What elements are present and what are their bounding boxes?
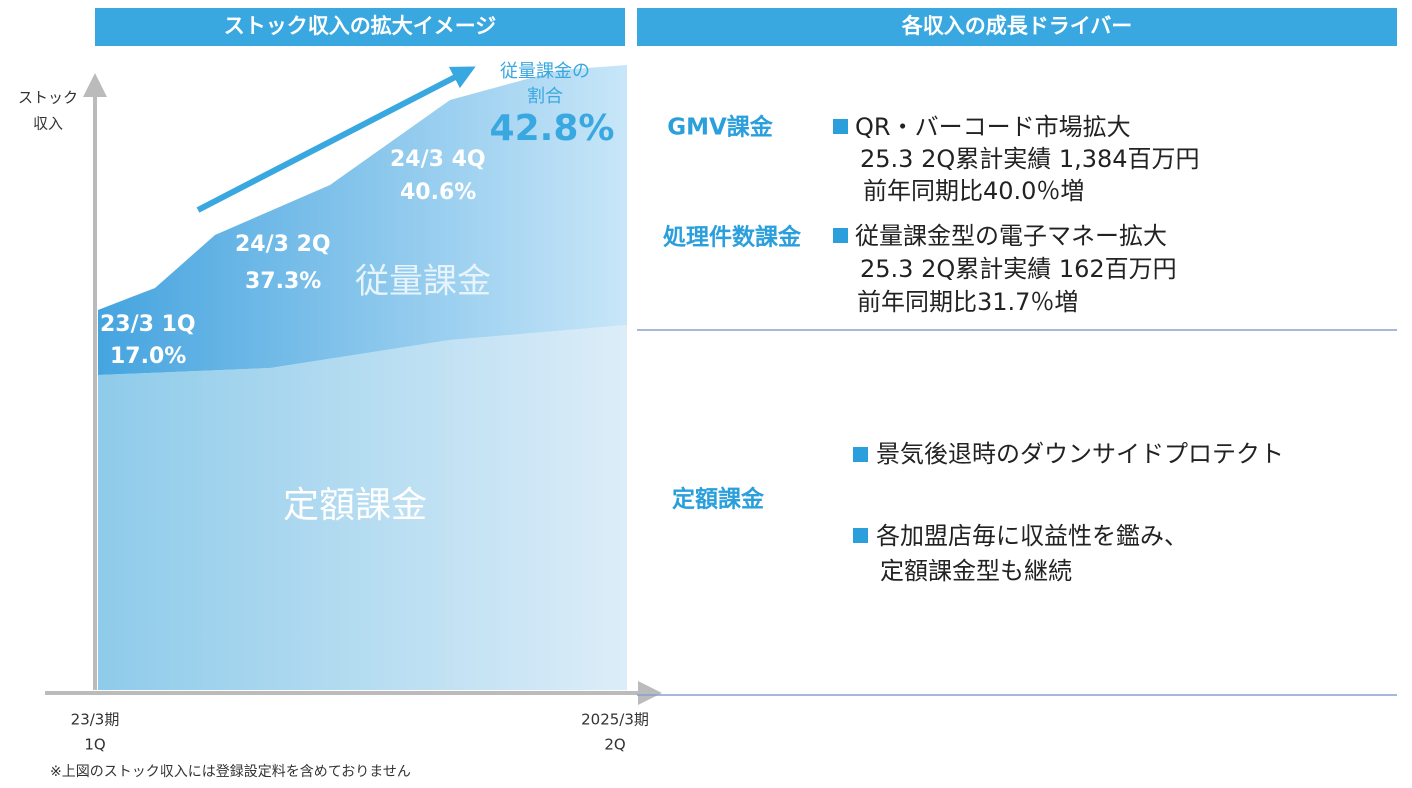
left-header [95, 8, 625, 46]
group-name: 処理件数課金 [663, 224, 802, 251]
bullet-text: 景気後退時のダウンサイドプロテクト [876, 440, 1284, 468]
bullet [853, 447, 868, 462]
callout-value: 42.8% [490, 108, 615, 149]
x-end-label: 2025/3期 [581, 711, 649, 729]
bullet [833, 228, 848, 243]
x-start-label: 1Q [84, 736, 105, 754]
group-name: GMV課金 [667, 114, 774, 141]
right-title: 各収入の成長ドライバー [901, 14, 1133, 38]
bullet-text: 25.3 2Q累計実績 162百万円 [860, 255, 1177, 283]
point-share: 40.6% [400, 180, 476, 205]
bullet-text: 各加盟店毎に収益性を鑑み、 [876, 522, 1188, 550]
bullet-text: 前年同期比40.0％増 [863, 177, 1084, 205]
callout-line: 割合 [527, 86, 563, 107]
left-title: ストック収入の拡大イメージ [224, 14, 497, 38]
bullet-text: QR・バーコード市場拡大 [855, 113, 1131, 141]
growth-arrow [196, 66, 476, 213]
group-name: 定額課金 [672, 486, 765, 513]
point-share: 17.0% [110, 344, 186, 369]
bullet-text: 前年同期比31.7％増 [857, 288, 1078, 316]
x-end-label: 2Q [604, 736, 625, 754]
bullet-text: 定額課金型も継続 [880, 557, 1072, 585]
y-axis-label: ストック [18, 89, 78, 107]
usage-area [98, 65, 627, 375]
bullet [853, 528, 868, 543]
y-axis-label: 収入 [33, 115, 63, 133]
fixed-label: 定額課金 [283, 485, 427, 526]
x-start-label: 23/3期 [71, 711, 120, 729]
fixed-area [98, 325, 627, 690]
point-period: 24/3 2Q [235, 232, 331, 257]
callout-line: 従量課金の [500, 61, 590, 82]
right-header [637, 8, 1397, 46]
bullet-text: 25.3 2Q累計実績 1,384百万円 [860, 145, 1200, 173]
footnote: ※上図のストック収入には登録設定料を含めておりません [50, 764, 411, 780]
point-period: 23/3 1Q [100, 312, 196, 337]
bullet-text: 従量課金型の電子マネー拡大 [855, 222, 1167, 250]
point-share: 37.3% [245, 269, 321, 294]
bullet [833, 119, 848, 134]
usage-label: 従量課金 [355, 262, 491, 302]
point-period: 24/3 4Q [390, 147, 486, 172]
